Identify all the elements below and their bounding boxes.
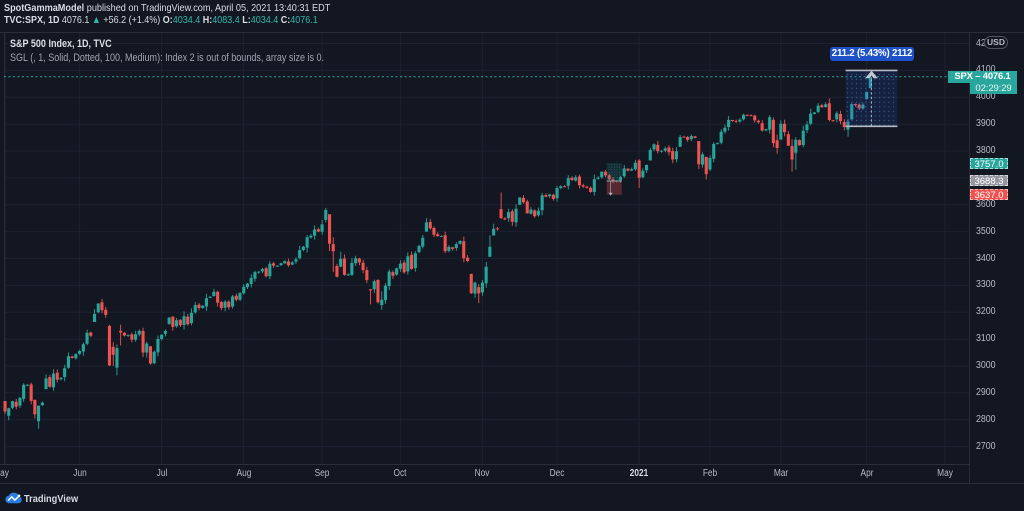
svg-text:TradingView: TradingView (24, 494, 78, 505)
